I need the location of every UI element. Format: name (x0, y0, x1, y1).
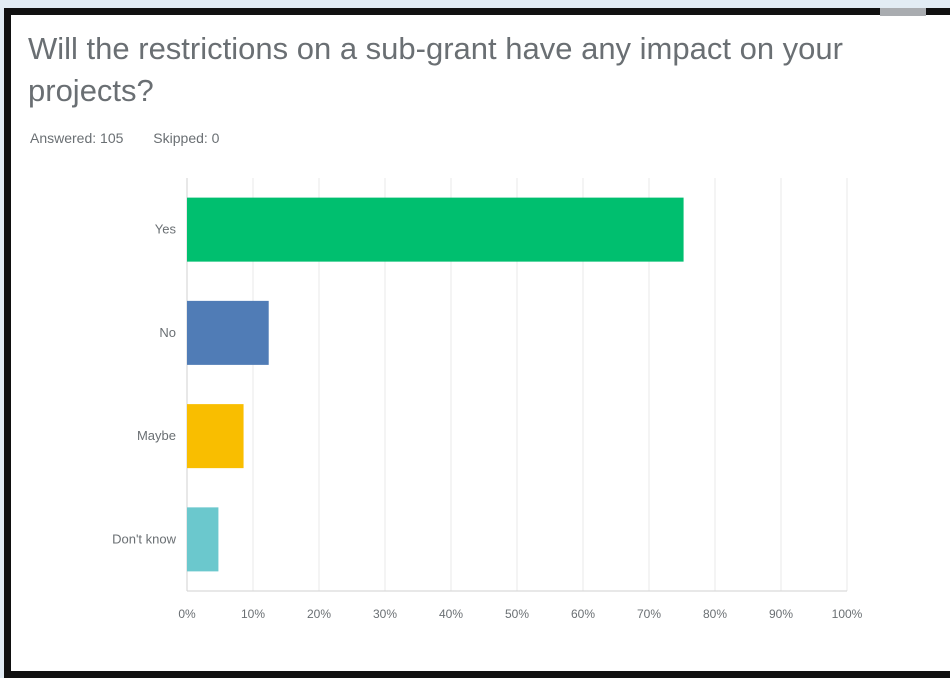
bar (187, 300, 269, 365)
x-tick-label: 100% (832, 607, 863, 621)
bar (187, 404, 244, 469)
x-tick-label: 20% (307, 607, 331, 621)
x-tick-label: 80% (703, 607, 727, 621)
category-label: Maybe (137, 428, 176, 443)
category-label: Don't know (112, 531, 177, 546)
x-tick-label: 10% (241, 607, 265, 621)
x-tick-label: 40% (439, 607, 463, 621)
category-label: No (159, 325, 176, 340)
x-tick-label: 50% (505, 607, 529, 621)
x-tick-label: 90% (769, 607, 793, 621)
chart-card (4, 8, 950, 678)
bar (187, 507, 219, 572)
corner-tab (880, 8, 926, 16)
x-tick-label: 60% (571, 607, 595, 621)
category-label: Yes (155, 222, 177, 237)
x-tick-label: 0% (178, 607, 196, 621)
skipped-count: Skipped: 0 (153, 130, 220, 146)
x-tick-label: 30% (373, 607, 397, 621)
bar (187, 197, 684, 262)
question-title: Will the restrictions on a sub-grant hav… (28, 31, 843, 108)
bar-chart: 0% 10% 20% 30% 40% 50% 60% 70% 80% 90% 100% Yes No Ma… (112, 178, 863, 621)
x-tick-label: 70% (637, 607, 661, 621)
answered-count: Answered: 105 (30, 130, 124, 146)
response-counts: Answered: 105 Skipped: 0 (30, 130, 245, 146)
